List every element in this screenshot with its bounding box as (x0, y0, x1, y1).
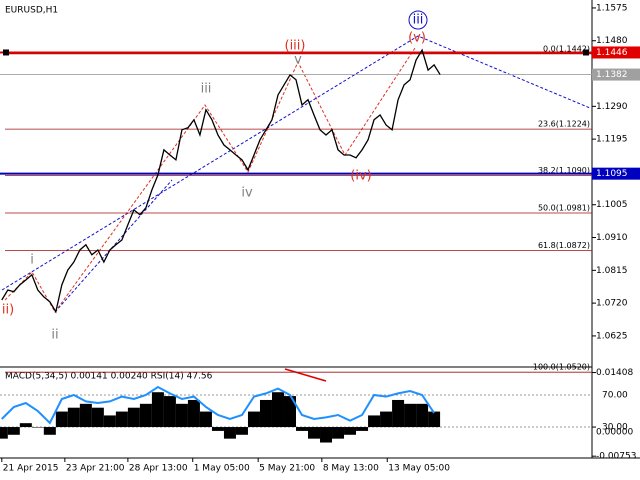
macd-bar (199, 411, 212, 428)
indicator-title: MACD(5,34,5) 0.00141 0.00240 RSI(14) 47.… (5, 372, 213, 382)
y-tick-label: -0.00753 (596, 452, 636, 462)
macd-bar (175, 403, 188, 428)
macd-bar (380, 411, 393, 428)
macd-bar (127, 407, 140, 428)
y-tick-label: 1.0910 (596, 233, 628, 243)
y-tick-label: 1.1480 (596, 36, 628, 46)
y-tick-label: 1.1005 (596, 200, 628, 210)
level-handle (3, 49, 9, 56)
fib-label: 50.0(1.0981) (538, 204, 590, 213)
wave-circle (408, 10, 428, 30)
macd-bar (271, 392, 284, 428)
price-tag (592, 68, 640, 81)
x-tick-label: 28 Apr 13:00 (129, 464, 188, 474)
macd-bar (259, 399, 272, 428)
wave-label: (iv) (350, 169, 371, 184)
price-tag (592, 167, 640, 180)
macd-bar (163, 396, 176, 428)
y-tick-label: 1.1195 (596, 135, 628, 145)
y-tick-label: 1.1290 (596, 102, 628, 112)
x-tick-label: 1 May 05:00 (194, 464, 250, 474)
fib-label: 100.0(1.0520) (533, 363, 590, 372)
y-tick-label: 0.01408 (596, 368, 633, 378)
macd-bar (91, 407, 104, 428)
macd-bar (368, 415, 381, 428)
y-tick-label: 1.0720 (596, 299, 628, 309)
macd-bar (211, 427, 224, 431)
x-tick-label: 5 May 21:00 (259, 464, 315, 474)
macd-bar (79, 403, 92, 428)
wave-label: ii (51, 328, 58, 343)
wave-label: v (294, 53, 302, 68)
macd-bar (139, 403, 152, 428)
macd-bar (43, 427, 56, 435)
macd-bar (7, 427, 20, 435)
fib-label: 0.0(1.1442) (543, 44, 590, 53)
macd-bar (0, 427, 8, 439)
y-tick-label: 1.0815 (596, 266, 628, 276)
macd-bar (332, 427, 345, 439)
fib-label: 38.2(1.1090) (538, 166, 590, 175)
x-tick-label: 13 May 05:00 (388, 464, 450, 474)
macd-bar (404, 403, 417, 428)
trend-line (1, 35, 591, 291)
price-tag-label: 1.1095 (596, 169, 628, 179)
x-tick-label: 8 May 13:00 (323, 464, 379, 474)
x-tick-label: 21 Apr 2015 (3, 464, 59, 474)
arrow-line (284, 368, 327, 382)
macd-bar (428, 411, 441, 428)
macd-bar (19, 423, 32, 428)
macd-bar (55, 411, 68, 428)
macd-bar (187, 399, 200, 428)
fib-label: 23.6(1.1224) (538, 120, 590, 129)
trend-line (54, 179, 173, 313)
chart-title: EURUSD,H1 (5, 6, 58, 16)
y-tick-label: 1.1575 (596, 3, 628, 13)
macd-bar (235, 427, 248, 435)
macd-bar (247, 411, 260, 428)
macd-bar (344, 427, 357, 435)
macd-bar (103, 415, 116, 428)
macd-bar (416, 403, 429, 428)
wave-label: iii (413, 13, 424, 28)
macd-bar (283, 396, 296, 428)
macd-bar (392, 399, 405, 428)
macd-bar (67, 407, 80, 428)
macd-bar (296, 427, 309, 431)
wave-label: ii) (2, 303, 14, 318)
wave-label: (iii) (285, 39, 306, 54)
wave-label: (v) (408, 31, 426, 46)
macd-bar (31, 427, 44, 428)
macd-bar (223, 427, 236, 439)
wave-line (4, 47, 416, 313)
wave-label: i (30, 253, 34, 268)
fib-label: 61.8(1.0872) (538, 241, 590, 250)
macd-bar (356, 427, 369, 431)
y-tick-label: 0.00000 (596, 428, 633, 438)
price-line (1, 48, 441, 314)
level-handle (583, 49, 589, 56)
macd-bar (320, 427, 333, 443)
macd-bar (115, 411, 128, 428)
price-tag (592, 46, 640, 59)
wave-label: iii (201, 82, 212, 97)
rsi-line (1, 385, 435, 425)
y-tick-label: 1.0625 (596, 331, 628, 341)
macd-bar (151, 392, 164, 428)
price-tag-label: 1.1446 (596, 48, 628, 58)
wave-label: iv (241, 186, 253, 201)
y2-tick-label: 30.00 (602, 423, 628, 433)
y2-tick-label: 70.00 (602, 391, 628, 401)
price-tag-label: 1.1382 (596, 70, 628, 80)
macd-bar (308, 427, 321, 439)
x-tick-label: 23 Apr 21:00 (66, 464, 125, 474)
trend-lines (1, 35, 591, 313)
